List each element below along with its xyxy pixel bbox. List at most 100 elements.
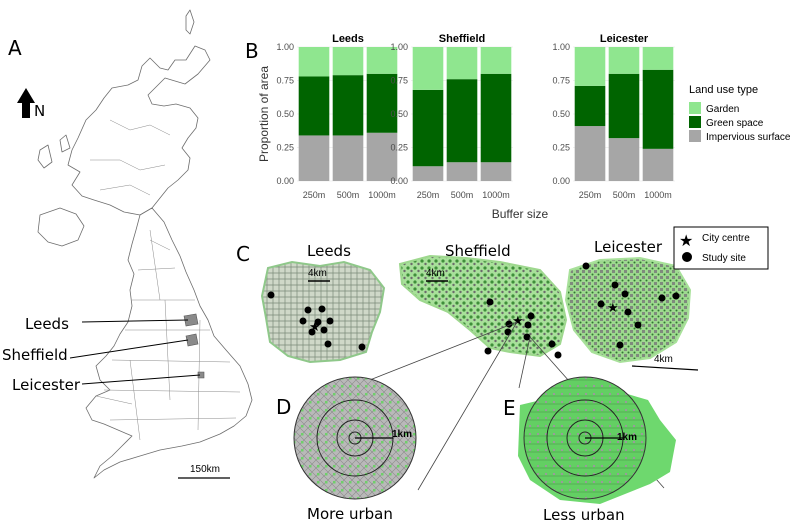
- panel-c-label: C: [236, 242, 250, 266]
- legend-title: Land use type: [689, 84, 758, 96]
- legend-swatch-impervious-surface: [689, 130, 701, 142]
- bar-sheffield-500m-garden: [446, 47, 478, 80]
- x-axis-title: Buffer size: [492, 207, 549, 221]
- facet-title-leicester: Leicester: [600, 33, 649, 45]
- y-tick-label: 1.00: [276, 42, 294, 52]
- less-urban-buffer-map: [518, 376, 676, 504]
- legend-label-impervious-surface: Impervious surface: [706, 132, 791, 143]
- bar-leeds-500m-garden: [332, 47, 364, 76]
- facet-strip-leicester: [573, 31, 675, 45]
- uk-label-sheffield: Sheffield: [2, 346, 68, 364]
- map-title-leeds: Leeds: [307, 242, 351, 260]
- facet-title-sheffield: Sheffield: [439, 33, 485, 45]
- y-tick-label: 0.00: [276, 176, 294, 186]
- x-tick-label: 250m: [417, 190, 440, 200]
- legend-city-centre: City centre: [702, 233, 750, 244]
- uk-outline-map: [37, 9, 253, 479]
- leeds-city-centre-star: ★: [309, 319, 321, 334]
- legend-swatch-green-space: [689, 116, 701, 128]
- y-tick-label: 0.25: [390, 143, 408, 153]
- sheffield-region: [185, 333, 199, 347]
- more-urban-buffer-map: [293, 376, 417, 500]
- x-tick-label: 250m: [303, 190, 326, 200]
- more-urban-label: More urban: [307, 505, 393, 523]
- bar-sheffield-250m-green-space: [412, 89, 444, 167]
- y-tick-label: 1.00: [390, 42, 408, 52]
- e-scale-label: 1km: [617, 432, 637, 443]
- y-tick-label: 1.00: [552, 42, 570, 52]
- panel-a-label: A: [8, 36, 22, 60]
- bar-leeds-1000m-green-space: [366, 73, 398, 133]
- leicester-pointer: [81, 374, 201, 385]
- d-scale-label: 1km: [392, 429, 412, 440]
- leicester-region: [197, 371, 205, 379]
- x-tick-label: 500m: [613, 190, 636, 200]
- north-arrow: N: [17, 88, 45, 120]
- north-label: N: [34, 102, 45, 120]
- legend-swatch-garden: [689, 102, 701, 114]
- bar-leicester-250m-garden: [574, 47, 606, 86]
- x-tick-label: 250m: [579, 190, 602, 200]
- legend-label-garden: Garden: [706, 104, 739, 115]
- study-site-dot-icon: [682, 252, 692, 262]
- less-urban-label: Less urban: [543, 506, 625, 524]
- uk-scale-label: 150km: [190, 464, 220, 475]
- map-legend: ★ City centre Study site: [673, 226, 769, 270]
- bar-leicester-500m-impervious-surface: [608, 138, 640, 181]
- x-tick-label: 500m: [451, 190, 474, 200]
- bar-leeds-250m-garden: [298, 47, 330, 77]
- y-tick-label: 0.75: [390, 76, 408, 86]
- bar-sheffield-250m-impervious-surface: [412, 166, 444, 181]
- leeds-pointer: [81, 319, 189, 323]
- bar-leicester-1000m-green-space: [642, 69, 674, 149]
- bar-leeds-250m-impervious-surface: [298, 135, 330, 181]
- bar-sheffield-1000m-green-space: [480, 73, 512, 163]
- y-tick-label: 0.75: [276, 76, 294, 86]
- y-tick-label: 0.25: [276, 143, 294, 153]
- city-centre-star-icon: ★: [679, 233, 693, 250]
- bar-leicester-500m-green-space: [608, 73, 640, 139]
- bar-leicester-1000m-impervious-surface: [642, 148, 674, 181]
- panel-d-label: D: [276, 395, 291, 419]
- y-tick-label: 0.50: [390, 109, 408, 119]
- sheffield-city-centre-star: ★: [512, 313, 524, 328]
- facet-strip-leeds: [297, 31, 399, 45]
- legend-label-green-space: Green space: [706, 118, 764, 129]
- facet-strip-sheffield: [411, 31, 513, 45]
- land-use-chart: Leeds 250m 500m 1000m 0.00 0.25 0.50 0.75 1.00 Sh…: [257, 31, 791, 221]
- panel-b-label: B: [245, 39, 259, 63]
- bar-leicester-250m-impervious-surface: [574, 126, 606, 181]
- x-tick-label: 1000m: [482, 190, 510, 200]
- bar-sheffield-500m-green-space: [446, 79, 478, 163]
- bar-leeds-500m-impervious-surface: [332, 135, 364, 181]
- leicester-scale-label: 4km: [654, 354, 673, 365]
- y-tick-label: 0.50: [552, 109, 570, 119]
- bar-leeds-1000m-impervious-surface: [366, 132, 398, 181]
- bar-sheffield-1000m-garden: [480, 47, 512, 74]
- study-sites-leicester: [582, 262, 680, 349]
- leeds-region: [183, 313, 199, 327]
- bar-leicester-250m-green-space: [574, 85, 606, 127]
- bar-sheffield-500m-impervious-surface: [446, 162, 478, 181]
- legend-study-site: Study site: [702, 253, 746, 264]
- study-sites-leeds: [267, 291, 366, 351]
- leicester-city-centre-star: ★: [607, 300, 619, 315]
- bar-leicester-1000m-garden: [642, 47, 674, 70]
- y-tick-label: 0.00: [390, 176, 408, 186]
- y-tick-label: 0.00: [552, 176, 570, 186]
- x-tick-label: 500m: [337, 190, 360, 200]
- leeds-scale-label: 4km: [308, 268, 327, 279]
- sheffield-pointer: [69, 339, 189, 359]
- bar-leeds-1000m-garden: [366, 47, 398, 74]
- leicester-scale-bar: [631, 365, 699, 371]
- y-tick-label: 0.25: [552, 143, 570, 153]
- uk-label-leicester: Leicester: [12, 376, 81, 394]
- x-tick-label: 1000m: [368, 190, 396, 200]
- sheffield-map: [398, 254, 568, 358]
- bar-sheffield-250m-garden: [412, 47, 444, 90]
- x-tick-label: 1000m: [644, 190, 672, 200]
- y-axis-title: Proportion of area: [257, 66, 271, 162]
- uk-label-leeds: Leeds: [25, 315, 69, 333]
- panel-e-label: E: [503, 396, 516, 420]
